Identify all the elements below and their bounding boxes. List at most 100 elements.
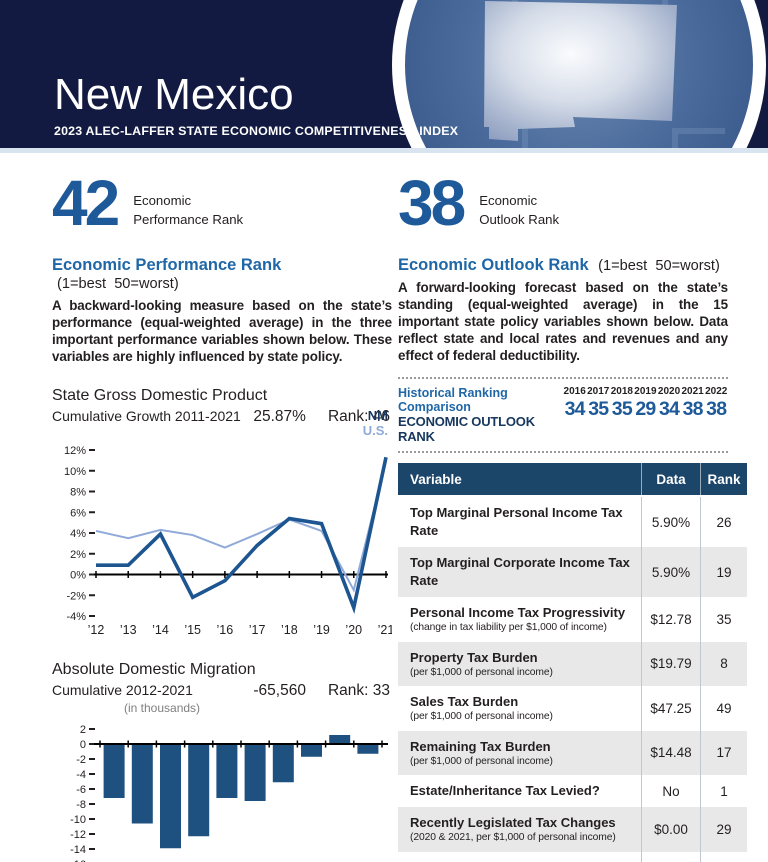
- migration-stat-value: -65,560: [253, 682, 306, 700]
- gdp-chart-title: State Gross Domestic Product: [52, 387, 268, 405]
- table-row: Top Marginal Personal Income Tax Rate 5.9…: [398, 496, 747, 548]
- migration-chart-subtitle: Cumulative 2012-2021: [52, 682, 193, 699]
- variable-name: Estate/Inheritance Tax Levied?: [410, 783, 600, 799]
- content: 42 Economic Performance Rank Economic Pe…: [0, 153, 768, 862]
- outlook-table: Variable Data Rank Top Marginal Personal…: [398, 463, 747, 862]
- outlook-heading: Economic Outlook Rank (1=best 50=worst): [398, 256, 728, 275]
- historical-rank: 29: [635, 398, 656, 421]
- historical-rank: 34: [564, 398, 586, 421]
- gdp-chart-subtitle: Cumulative Growth 2011-2021: [52, 408, 241, 425]
- outlook-heading-text: Economic Outlook Rank: [398, 256, 589, 274]
- svg-text:-10: -10: [70, 814, 86, 826]
- svg-text:-4%: -4%: [66, 611, 86, 623]
- historical-rank: 38: [682, 398, 704, 421]
- migration-chart-svg: 20-2-4-6-8-10-12-14-16’12’13’14’15’16’17…: [70, 724, 388, 862]
- historical-column: 2021 38: [681, 386, 705, 446]
- performance-heading-suffix: (1=best 50=worst): [57, 276, 179, 292]
- table-row: Remaining Tax Burden (per $1,000 of perso…: [398, 730, 747, 776]
- data-cell: No: [641, 775, 701, 808]
- state-logo-circle: [405, 0, 753, 148]
- column-header-rank: Rank: [700, 463, 747, 498]
- historical-rank: 38: [706, 398, 727, 421]
- gdp-chart-subrow: Cumulative Growth 2011-2021 25.87% Rank:…: [52, 408, 392, 426]
- rank-cell: 35: [700, 597, 747, 642]
- svg-text:’12: ’12: [88, 623, 105, 637]
- outlook-description: A forward-looking forecast based on the …: [398, 280, 728, 364]
- page-title: New Mexico: [54, 70, 294, 119]
- variable-name: Debt Service as a Share of Tax Revenue: [410, 860, 598, 862]
- table-row: Debt Service as a Share of Tax Revenue 6.…: [398, 851, 747, 862]
- variable-note: (per $1,000 of personal income): [410, 711, 553, 723]
- svg-text:-4: -4: [76, 769, 86, 781]
- data-cell: $12.78: [641, 597, 701, 642]
- svg-text:6%: 6%: [70, 507, 86, 519]
- data-cell: $14.48: [641, 730, 701, 776]
- svg-text:’13: ’13: [120, 623, 137, 637]
- performance-heading: Economic Performance Rank (1=best 50=wor…: [52, 256, 392, 293]
- variable-cell: Recently Legislated Tax Changes (2020 & 2…: [398, 807, 642, 852]
- legend-nm: NM: [367, 408, 388, 424]
- column-header-data: Data: [641, 463, 701, 498]
- page-subtitle: 2023 ALEC-LAFFER STATE ECONOMIC COMPETIT…: [54, 124, 459, 138]
- performance-rank-label: Economic Performance Rank: [133, 192, 244, 227]
- historical-year: 2022: [705, 386, 728, 398]
- historical-year: 2019: [634, 386, 657, 398]
- outlook-rank-block: 38 Economic Outlook Rank: [398, 167, 728, 235]
- historical-rank: 35: [611, 398, 633, 421]
- header-divider: [0, 148, 768, 153]
- historical-column: 2017 35: [586, 386, 610, 446]
- rank-cell: 8: [700, 641, 747, 687]
- table-row: Personal Income Tax Progressivity (change…: [398, 597, 747, 642]
- svg-text:-2%: -2%: [66, 590, 86, 602]
- historical-year: 2020: [657, 386, 681, 398]
- rank-cell: 29: [700, 807, 747, 852]
- variable-name: Property Tax Burden: [410, 649, 538, 665]
- header-band: New Mexico 2023 ALEC-LAFFER STATE ECONOM…: [0, 0, 768, 148]
- historical-year: 2017: [587, 386, 610, 398]
- table-row: Property Tax Burden (per $1,000 of person…: [398, 641, 747, 687]
- svg-text:-2: -2: [76, 754, 86, 766]
- variable-note: (per $1,000 of personal income): [410, 666, 553, 678]
- performance-description: A backward-looking measure based on the …: [52, 298, 392, 365]
- variable-cell: Remaining Tax Burden (per $1,000 of perso…: [398, 731, 642, 776]
- historical-column: 2016 34: [563, 386, 587, 446]
- data-cell: 5.90%: [641, 547, 701, 598]
- svg-text:’20: ’20: [345, 623, 362, 637]
- migration-chart-subrow: Cumulative 2012-2021 -65,560 Rank: 33: [52, 682, 392, 700]
- variable-cell: Property Tax Burden (per $1,000 of person…: [398, 642, 642, 687]
- table-row: Estate/Inheritance Tax Levied? No 1: [398, 775, 747, 808]
- variable-cell: Sales Tax Burden (per $1,000 of personal …: [398, 686, 642, 731]
- svg-text:4%: 4%: [70, 528, 86, 540]
- rank-cell: 27: [700, 851, 747, 862]
- variable-cell: Top Marginal Corporate Income Tax Rate: [398, 547, 642, 597]
- rank-cell: 19: [700, 547, 747, 598]
- historical-year: 2016: [563, 386, 586, 398]
- historical-rank: 34: [658, 398, 680, 421]
- performance-heading-text: Economic Performance Rank: [52, 256, 282, 274]
- historical-rank: 35: [588, 398, 609, 421]
- variable-note: (change in tax liability per $1,000 of i…: [410, 622, 607, 634]
- svg-text:0%: 0%: [70, 570, 86, 582]
- migration-stat-rank: Rank: 33: [327, 682, 390, 700]
- historical-column: 2018 35: [610, 386, 634, 446]
- variable-name: Remaining Tax Burden: [410, 738, 551, 754]
- gdp-line-chart: NM U.S. 12% 10% 8% 6% 4% 2% 0% -2% -4% ’12 ’13 ’14 ’…: [52, 408, 394, 647]
- svg-text:’17: ’17: [249, 623, 266, 637]
- header-title-block: New Mexico 2023 ALEC-LAFFER STATE ECONOM…: [54, 70, 459, 139]
- svg-text:10%: 10%: [64, 466, 86, 478]
- rank-cell: 17: [700, 730, 747, 776]
- outlook-table-header-row: Variable Data Rank: [398, 463, 747, 498]
- outlook-column: 38 Economic Outlook Rank Economic Outloo…: [398, 153, 747, 862]
- table-row: Recently Legislated Tax Changes (2020 & 2…: [398, 807, 747, 852]
- historical-year: 2018: [610, 386, 633, 398]
- variable-note: (per $1,000 of personal income): [410, 755, 553, 767]
- dotted-divider-top: [398, 377, 728, 380]
- svg-text:’14: ’14: [152, 623, 169, 637]
- rank-cell: 26: [700, 496, 747, 548]
- variable-name: Top Marginal Personal Income Tax Rate: [410, 505, 623, 539]
- state-logo: [392, 0, 766, 148]
- historical-column: 2020 34: [657, 386, 681, 446]
- variable-name: Personal Income Tax Progressivity: [410, 605, 626, 621]
- historical-labels: Historical Ranking Comparison ECONOMIC O…: [398, 386, 563, 446]
